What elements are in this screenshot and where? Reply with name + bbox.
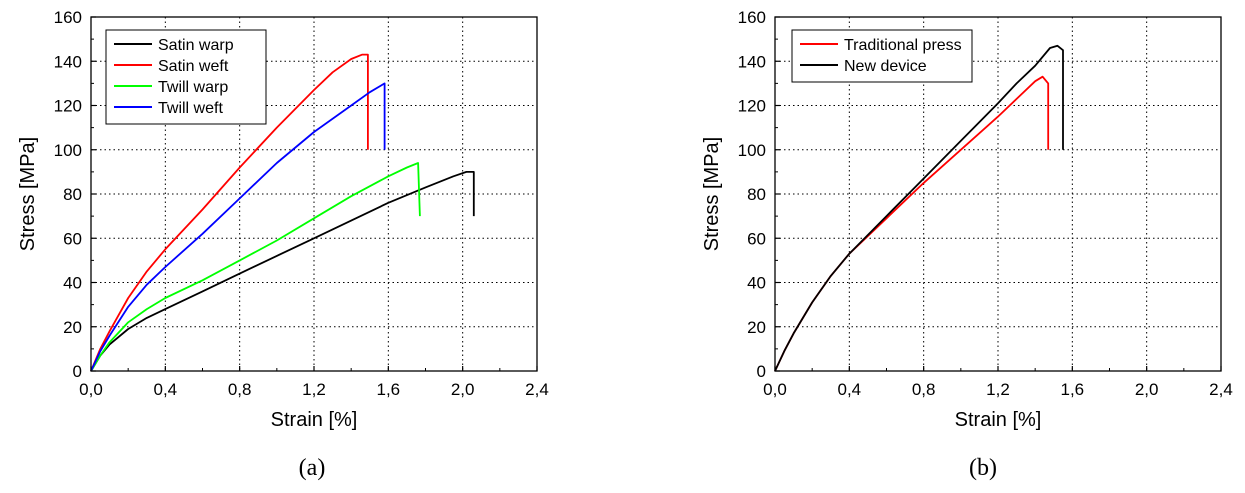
x-axis-label: Strain [%] <box>271 409 358 431</box>
y-tick-label: 20 <box>63 318 82 337</box>
x-tick-label: 0,0 <box>79 380 103 399</box>
series-line-satin-warp <box>90 171 475 372</box>
series-line-new-device <box>774 44 1064 372</box>
y-tick-label: 100 <box>738 141 766 160</box>
y-tick-label: 120 <box>738 97 766 116</box>
x-tick-label: 2,0 <box>1135 380 1159 399</box>
legend-label: Traditional press <box>844 37 962 54</box>
y-tick-label: 80 <box>63 185 82 204</box>
legend-label: Satin warp <box>158 37 234 54</box>
legend-label: Twill weft <box>158 100 223 117</box>
x-tick-label: 1,6 <box>1061 380 1085 399</box>
legend-label: Satin weft <box>158 58 229 75</box>
series-line-twill-weft <box>90 82 386 372</box>
y-axis-label: Stress [MPa] <box>701 137 723 251</box>
legend-box <box>105 29 267 125</box>
y-tick-label: 140 <box>54 52 82 71</box>
y-tick-label: 160 <box>54 8 82 27</box>
series-line-satin-weft <box>90 53 369 372</box>
y-tick-label: 100 <box>54 141 82 160</box>
x-tick-label: 0,8 <box>228 380 252 399</box>
chart-a: 0,0 0,4 0,8 1,2 1,6 2,0 2,4 0 20 40 60 80 100 120 140 1… <box>17 8 549 481</box>
legend-label: Twill warp <box>158 79 228 96</box>
legend-label: New device <box>844 58 927 75</box>
y-tick-label: 80 <box>747 185 766 204</box>
x-tick-label: 1,2 <box>302 380 326 399</box>
x-tick-label: 1,2 <box>986 380 1010 399</box>
y-tick-label: 60 <box>63 229 82 248</box>
y-tick-label: 0 <box>757 362 766 381</box>
y-tick-label: 160 <box>738 8 766 27</box>
x-axis-label: Strain [%] <box>955 409 1042 431</box>
y-axis-label: Stress [MPa] <box>17 137 39 251</box>
chart-b: 0,0 0,4 0,8 1,2 1,6 2,0 2,4 0 20 40 60 80 100 120 140 1… <box>701 8 1233 481</box>
x-tick-label: 2,4 <box>1209 380 1233 399</box>
x-tick-label: 1,6 <box>377 380 401 399</box>
x-tick-label: 2,0 <box>451 380 475 399</box>
y-tick-label: 40 <box>63 274 82 293</box>
y-tick-label: 120 <box>54 97 82 116</box>
legend-box <box>791 29 973 83</box>
x-tick-label: 0,0 <box>763 380 787 399</box>
y-tick-label: 60 <box>747 229 766 248</box>
x-tick-label: 2,4 <box>525 380 549 399</box>
x-tick-label: 0,4 <box>838 380 862 399</box>
x-tick-label: 0,4 <box>154 380 178 399</box>
y-tick-label: 40 <box>747 274 766 293</box>
series-line-twill-warp <box>90 162 421 372</box>
y-tick-label: 140 <box>738 52 766 71</box>
panel-caption: (b) <box>969 455 997 481</box>
x-tick-label: 0,8 <box>912 380 936 399</box>
y-tick-label: 0 <box>73 362 82 381</box>
panel-caption: (a) <box>299 455 326 481</box>
y-tick-label: 20 <box>747 318 766 337</box>
